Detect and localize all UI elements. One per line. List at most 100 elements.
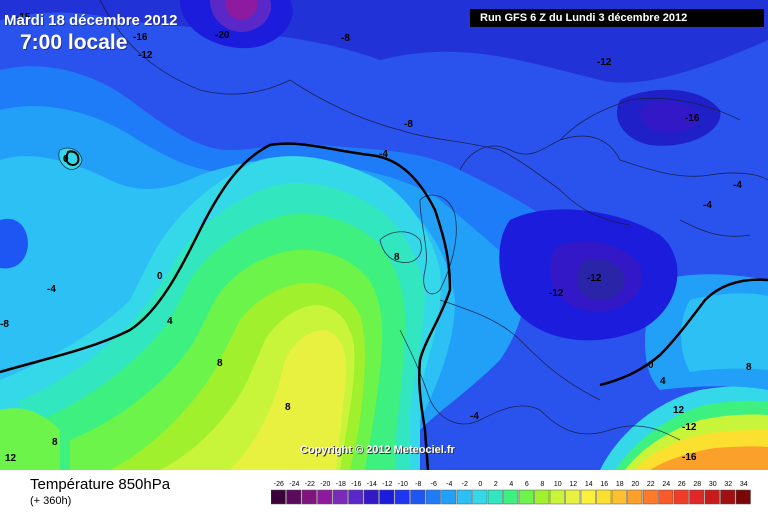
legend-swatch (642, 489, 658, 505)
footer-bar: Température 850hPa (+ 360h) -26 -24 -22 -20… (0, 470, 768, 512)
legend-swatch (658, 489, 674, 505)
contour-label: -12 (549, 288, 564, 299)
legend-swatch (580, 489, 596, 505)
legend-tick-label: -14 (367, 481, 377, 488)
legend-tick-label: -26 (274, 481, 284, 488)
legend-swatch (456, 489, 472, 505)
legend-tick-label: 12 (569, 481, 577, 488)
legend-tick-label: -22 (305, 481, 315, 488)
legend-swatch (627, 489, 643, 505)
legend-tick-label: 0 (478, 481, 482, 488)
contour-label: -4 (733, 180, 742, 191)
legend-tick-label: 28 (693, 481, 701, 488)
contour-label: -8 (341, 33, 350, 44)
contour-label: -4 (470, 411, 479, 422)
legend-swatch (735, 489, 751, 505)
contour-label: 12 (673, 405, 685, 416)
contour-label: -15 (16, 12, 31, 23)
contour-label: -4 (379, 149, 388, 160)
legend-tick-label: 18 (616, 481, 624, 488)
legend-tick-label: 4 (509, 481, 513, 488)
contour-label: -8 (0, 319, 9, 330)
legend-tick-label: 34 (740, 481, 748, 488)
legend-tick-label: -8 (415, 481, 421, 488)
legend-tick-label: -16 (351, 481, 361, 488)
copyright-notice: Copyright © 2012 Meteociel.fr (300, 444, 455, 456)
contour-label: -8 (404, 119, 413, 130)
legend-swatch (441, 489, 457, 505)
legend-tick-label: -6 (431, 481, 437, 488)
map-title: Température 850hPa (30, 476, 171, 493)
contour-label: -16 (685, 113, 700, 124)
contour-label: 8 (746, 362, 752, 373)
forecast-range: (+ 360h) (30, 495, 72, 507)
legend-swatch (379, 489, 395, 505)
legend-swatch (673, 489, 689, 505)
legend-tick-label: 6 (525, 481, 529, 488)
legend-swatch (503, 489, 519, 505)
contour-label: 0 (157, 271, 163, 282)
legend-swatch (271, 489, 286, 505)
legend-tick-label: -20 (320, 481, 330, 488)
contour-label: -12 (682, 422, 697, 433)
legend-swatch (348, 489, 364, 505)
legend-tick-label: -24 (289, 481, 299, 488)
contour-label: -12 (597, 57, 612, 68)
contour-label: -4 (47, 284, 56, 295)
contour-label: 4 (660, 376, 666, 387)
contour-label: -20 (215, 30, 230, 41)
legend-tick-label: 8 (540, 481, 544, 488)
legend-tick-label: 26 (678, 481, 686, 488)
legend-tick-label: 2 (494, 481, 498, 488)
legend-swatch (518, 489, 534, 505)
forecast-time: 7:00 locale (20, 31, 128, 54)
contour-label: -12 (138, 50, 153, 61)
legend-swatch (410, 489, 426, 505)
contour-label: 8 (52, 437, 58, 448)
contour-label: -12 (587, 273, 602, 284)
legend-swatch (611, 489, 627, 505)
legend-tick-label: 32 (724, 481, 732, 488)
legend-swatch (317, 489, 333, 505)
legend-swatch (704, 489, 720, 505)
legend-tick-label: -10 (398, 481, 408, 488)
contour-label: 0 (63, 154, 69, 165)
forecast-date: Mardi 18 décembre 2012 (4, 12, 178, 29)
contour-label: -16 (133, 32, 148, 43)
contour-label: 12 (5, 453, 17, 464)
contour-label: 8 (394, 252, 400, 263)
contour-label: -4 (703, 200, 712, 211)
contour-label: 8 (285, 402, 291, 413)
legend-swatch (363, 489, 379, 505)
legend-swatch (472, 489, 488, 505)
legend-tick-label: 16 (600, 481, 608, 488)
legend-tick-label: 24 (662, 481, 670, 488)
legend-swatch (534, 489, 550, 505)
legend-tick-label: -12 (382, 481, 392, 488)
temperature-map: -15 -16 -12 -20 -8 -12 -8 -16 -4 0 -4 -4… (0, 0, 768, 470)
legend-swatch (720, 489, 736, 505)
legend-tick-label: -4 (446, 481, 452, 488)
color-scale-legend: -26 -24 -22 -20 -18 -16 -14 -12 -10 -8 -6 -4 -2 0 2 4 6 8… (271, 481, 751, 505)
contour-label: 8 (217, 358, 223, 369)
legend-swatch (596, 489, 612, 505)
legend-swatch (565, 489, 581, 505)
legend-swatch (549, 489, 565, 505)
legend-tick-label: 22 (647, 481, 655, 488)
legend-tick-label: 30 (709, 481, 717, 488)
legend-swatch (487, 489, 503, 505)
model-run-label: Run GFS 6 Z du Lundi 3 décembre 2012 (470, 9, 764, 27)
legend-tick-label: 20 (631, 481, 639, 488)
legend-swatch (394, 489, 410, 505)
legend-swatch (689, 489, 705, 505)
contour-label: 0 (648, 360, 654, 371)
legend-swatch (286, 489, 302, 505)
legend-tick-label: 10 (554, 481, 562, 488)
contour-label: 4 (167, 316, 173, 327)
contour-label: -16 (682, 452, 697, 463)
legend-swatch (425, 489, 441, 505)
legend-tick-label: -18 (336, 481, 346, 488)
legend-swatch (301, 489, 317, 505)
legend-tick-label: 14 (585, 481, 593, 488)
legend-tick-label: -2 (462, 481, 468, 488)
